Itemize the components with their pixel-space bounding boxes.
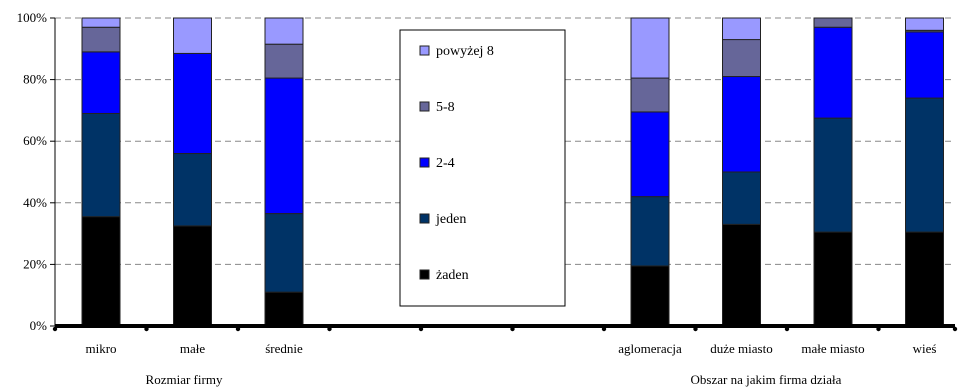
group-label: Obszar na jakim firma działa	[691, 372, 842, 387]
bar-segment-2-4	[173, 52, 212, 155]
y-tick-label: 100%	[17, 10, 48, 25]
x-tick-label: aglomeracja	[618, 341, 682, 356]
bar-segment-5-8	[813, 17, 853, 28]
bar-małe	[173, 17, 212, 327]
x-tick	[327, 326, 332, 332]
bar-segment-powyżej-8	[722, 17, 761, 41]
bar-segment-5-8	[722, 39, 761, 78]
x-tick	[693, 326, 698, 332]
x-tick-label: mikro	[85, 341, 116, 356]
bar-segment-żaden	[630, 265, 670, 327]
bar-małe-miasto	[813, 17, 853, 327]
legend-swatch	[419, 157, 430, 168]
legend-box	[399, 29, 566, 307]
y-tick-label: 0%	[30, 318, 48, 333]
bar-segment-żaden	[173, 225, 212, 327]
group-label: Rozmiar firmy	[146, 372, 223, 387]
legend-swatch	[419, 101, 430, 112]
x-tick-label: wieś	[913, 341, 937, 356]
legend-label: żaden	[436, 268, 469, 283]
legend: powyżej 8 5-8 2-4 jeden żaden	[399, 29, 566, 307]
bar-segment-żaden	[813, 231, 853, 327]
legend-label: powyżej 8	[436, 44, 494, 59]
x-tick	[144, 326, 149, 332]
bar-segment-żaden	[264, 291, 304, 327]
bar-wieś	[905, 17, 944, 327]
bar-segment-jeden	[722, 171, 761, 225]
x-tick	[601, 326, 607, 332]
bar-segment-5-8	[264, 43, 304, 79]
x-tick-label: małe	[180, 341, 205, 356]
bar-segment-powyżej-8	[81, 17, 121, 28]
legend-swatch	[419, 269, 430, 280]
legend-label: 2-4	[436, 156, 455, 171]
y-tick-label: 60%	[23, 133, 47, 148]
legend-label: 5-8	[436, 100, 455, 115]
x-tick-label: małe miasto	[801, 341, 864, 356]
bar-segment-2-4	[264, 77, 304, 215]
legend-label: jeden	[435, 212, 466, 227]
bar-segment-żaden	[722, 223, 761, 327]
bar-segment-5-8	[81, 26, 121, 53]
legend-item-żaden: żaden	[419, 268, 469, 283]
bar-segment-żaden	[81, 216, 121, 327]
x-tick-label: średnie	[265, 341, 303, 356]
legend-swatch	[419, 45, 430, 56]
bar-segment-2-4	[813, 26, 853, 119]
bar-segment-jeden	[173, 153, 212, 227]
x-tick	[235, 326, 241, 332]
bar-segment-jeden	[264, 213, 304, 293]
bar-segment-jeden	[813, 117, 853, 233]
legend-swatch	[419, 213, 430, 224]
y-tick-label: 20%	[23, 256, 47, 271]
bar-średnie	[264, 17, 304, 327]
bar-segment-powyżej-8	[173, 17, 212, 54]
y-axis: 0% 20% 40% 60% 80% 100%	[17, 10, 56, 333]
bar-segment-powyżej-8	[630, 17, 670, 79]
bar-segment-jeden	[81, 112, 121, 218]
bars	[81, 17, 944, 327]
legend-item-2-4: 2-4	[419, 156, 455, 171]
bar-segment-powyżej-8	[905, 17, 944, 31]
x-axis: mikro małe średnie aglomeracja duże miasto ma…	[52, 324, 958, 387]
x-tick	[52, 326, 58, 332]
legend-item-5-8: 5-8	[419, 100, 455, 115]
bar-segment-2-4	[630, 111, 670, 198]
bar-segment-żaden	[905, 231, 944, 327]
bar-segment-2-4	[905, 31, 944, 99]
bar-aglomeracja	[630, 17, 670, 327]
bar-duże-miasto	[722, 17, 761, 327]
bar-segment-2-4	[81, 51, 121, 114]
bar-mikro	[81, 17, 121, 327]
x-tick	[510, 326, 515, 332]
y-tick-label: 80%	[23, 72, 47, 87]
y-tick-label: 40%	[23, 195, 47, 210]
x-tick	[418, 326, 424, 332]
bar-segment-5-8	[630, 77, 670, 113]
bar-segment-jeden	[630, 196, 670, 267]
x-tick	[952, 326, 958, 332]
x-tick	[784, 326, 790, 332]
bar-segment-jeden	[905, 97, 944, 233]
bar-segment-powyżej-8	[264, 17, 304, 45]
x-tick-label: duże miasto	[710, 341, 772, 356]
legend-item-powyżej-8: powyżej 8	[419, 44, 494, 59]
x-tick	[876, 326, 881, 332]
bar-segment-2-4	[722, 76, 761, 173]
legend-item-jeden: jeden	[419, 212, 466, 227]
